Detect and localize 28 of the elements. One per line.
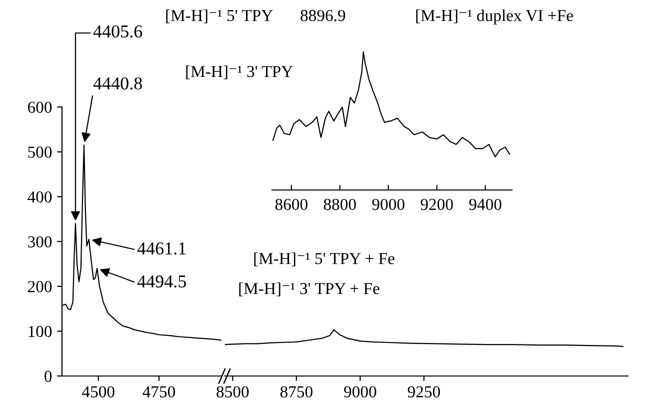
- y-tick-label: 300: [28, 236, 52, 248]
- y-tick-label: 400: [28, 191, 52, 203]
- annotation: 4440.8: [93, 77, 142, 90]
- x-tick-label: 9200: [420, 198, 453, 210]
- x-tick-label: 9400: [469, 198, 502, 210]
- x-tick-label: 8750: [280, 386, 312, 398]
- annotation: 4494.5: [137, 275, 186, 288]
- x-tick-label: 8800: [324, 198, 356, 210]
- y-tick-label: 100: [28, 326, 52, 338]
- text: [M-H]⁻¹ 5' TPY: [166, 9, 273, 24]
- x-tick-label: 9000: [372, 198, 404, 210]
- y-tick-label: 200: [28, 281, 52, 292]
- text: 8896.9: [300, 10, 346, 22]
- x-tick-label: 9000: [344, 386, 376, 398]
- annotation: [M-H]⁻¹ 3' TPY: [186, 65, 293, 80]
- x-tick-label: 9250: [408, 386, 440, 398]
- annotation: [M-H]⁻¹ 3' TPY + Fe: [239, 282, 380, 296]
- y-tick-label: 600: [28, 102, 52, 113]
- y-tick-label: 0: [44, 370, 52, 382]
- annotation: 4405.6: [93, 25, 142, 38]
- text: [M-H]⁻¹ duplex VI +Fe: [416, 9, 573, 25]
- annotation: 4461.1: [137, 242, 186, 255]
- x-tick-label: 4750: [142, 386, 175, 398]
- x-tick-label: 8600: [275, 198, 308, 210]
- x-tick-label: 4500: [82, 386, 114, 398]
- x-tick-label: 8500: [216, 386, 249, 398]
- y-tick-label: 500: [28, 146, 52, 158]
- annotation: [M-H]⁻¹ 5' TPY + Fe: [254, 252, 394, 266]
